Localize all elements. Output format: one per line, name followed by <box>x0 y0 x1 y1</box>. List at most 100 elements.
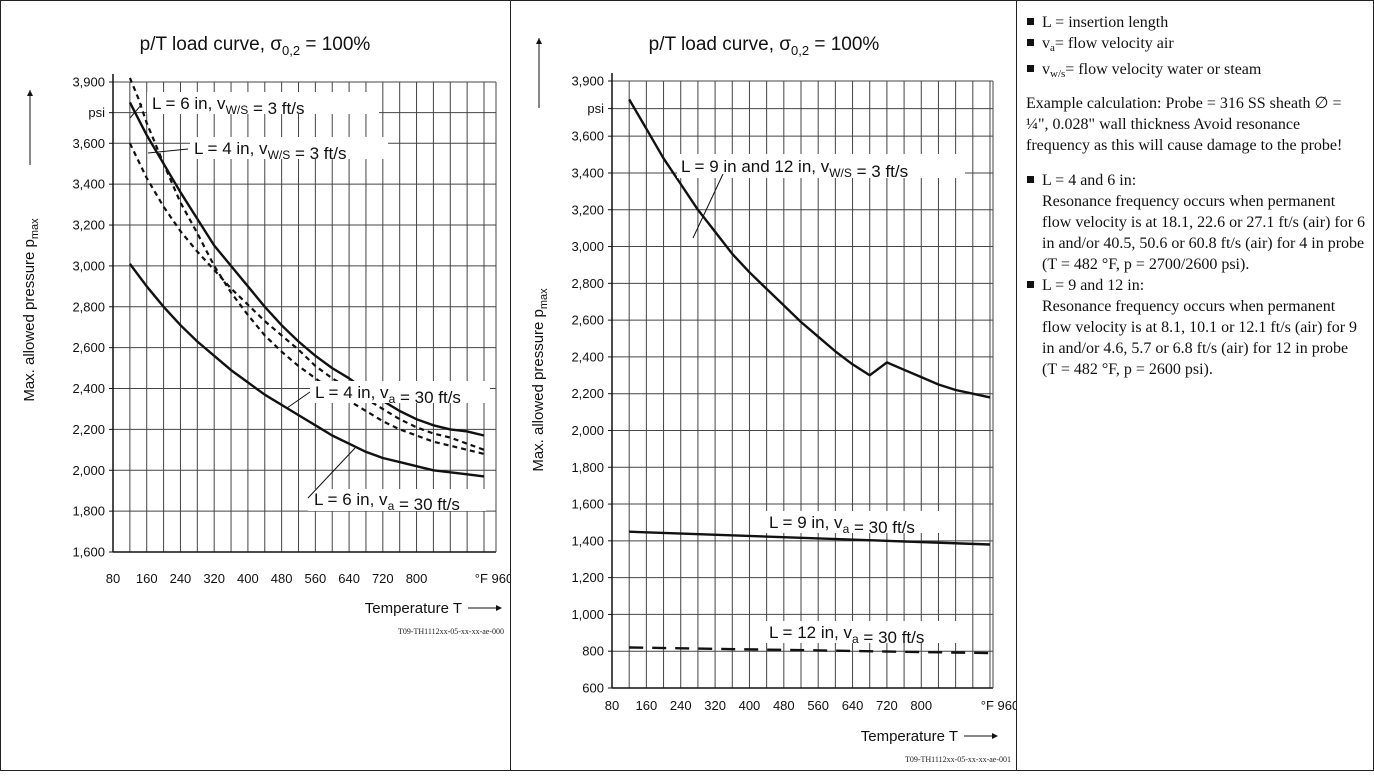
left-annotation-1: L = 6 in, vW/S = 3 ft/s <box>152 94 304 118</box>
mid-annotation-bg <box>677 154 965 178</box>
mid-ytick-label: 600 <box>582 681 604 696</box>
mid-xtick-label: 720 <box>876 698 898 713</box>
left-footnote: T09-TH1112xx-05-xx-xx-ae-000 <box>398 627 504 636</box>
left-ylabel-arrowhead <box>27 90 33 96</box>
case-9-12-body: Resonance frequency occurs when permanen… <box>1042 298 1358 378</box>
left-ytick-label: 3,900 <box>72 75 105 90</box>
mid-ytick-label: 3,600 <box>571 129 604 144</box>
mid-ytick-label: 1,400 <box>571 533 604 548</box>
mid-xtick-label: 560 <box>807 698 829 713</box>
left-annotation-bg <box>147 92 379 114</box>
chart-middle: p/T load curve, σ0,2 = 100% 600 800 1,000 1,… <box>530 34 1019 764</box>
left-ytick-label: psi <box>88 105 105 120</box>
mid-footnote: T09-TH1112xx-05-xx-xx-ae-001 <box>905 755 1011 764</box>
mid-annotation-1: L = 9 in and 12 in, vW/S = 3 ft/s <box>681 157 908 181</box>
left-annotation-4: L = 6 in, va = 30 ft/s <box>314 490 460 514</box>
mid-title: p/T load curve, σ0,2 = 100% <box>649 34 880 58</box>
left-annotation-bg <box>190 137 388 159</box>
mid-ytick-label: 3,000 <box>571 239 604 254</box>
left-xtick-label: °F 960 <box>475 571 510 586</box>
mid-ytick-label: 3,200 <box>571 202 604 217</box>
left-series-4 <box>128 263 485 478</box>
mid-series-2 <box>629 530 991 546</box>
left-ytick-label: 3,000 <box>72 258 105 273</box>
mid-ytick-label: 2,400 <box>571 349 604 364</box>
mid-ytick-label: 1,200 <box>571 570 604 585</box>
left-ytick-label: 2,800 <box>72 299 105 314</box>
left-annotation-leader <box>286 391 311 409</box>
mid-annotation-bg <box>765 511 955 533</box>
mid-annotation-bg <box>765 621 961 643</box>
left-ytick-label: 3,400 <box>72 177 105 192</box>
left-xtick-label: 720 <box>372 571 394 586</box>
left-annotation-leader <box>307 447 356 499</box>
legend-item-length: L = insertion length <box>1026 12 1366 33</box>
legend-length-text: L = insertion length <box>1042 14 1169 31</box>
legend-water-subscript: w/s <box>1050 68 1066 80</box>
notes-panel: L = insertion length va= flow velocity a… <box>1026 12 1366 380</box>
chart-left: p/T load curve, σ0,2 = 100% 1,600 1,800 2,0… <box>21 34 513 636</box>
mid-ytick-label: 3,400 <box>571 165 604 180</box>
left-xtick-label: 560 <box>305 571 327 586</box>
left-ytick-label: 2,200 <box>72 422 105 437</box>
mid-annotation-leader <box>692 173 724 239</box>
mid-ytick-label: 1,800 <box>571 460 604 475</box>
left-series-3 <box>128 142 485 451</box>
mid-xtick-label: 640 <box>842 698 864 713</box>
left-xlabel: Temperature T <box>365 600 462 617</box>
left-ytick-label: 1,600 <box>72 545 105 560</box>
left-annotation-leader <box>147 148 189 154</box>
example-calculation: Example calculation: Probe = 316 SS shea… <box>1026 95 1343 154</box>
left-xtick-label: 640 <box>338 571 360 586</box>
left-title: p/T load curve, σ0,2 = 100% <box>140 34 371 58</box>
left-ylabel: Max. allowed pressure pmax <box>21 218 41 402</box>
left-annotation-2: L = 4 in, vW/S = 3 ft/s <box>194 139 346 163</box>
mid-series-1 <box>628 98 991 399</box>
left-annotation-bg <box>310 381 490 403</box>
legend-item-air: va= flow velocity air <box>1026 33 1366 59</box>
mid-ylabel: Max. allowed pressure pmax <box>530 288 550 472</box>
mid-ytick-label: 1,000 <box>571 607 604 622</box>
left-ytick-label: 1,800 <box>72 504 105 519</box>
left-series-2 <box>128 77 485 455</box>
mid-xtick-label: 320 <box>704 698 726 713</box>
mid-xtick-label: 80 <box>605 698 619 713</box>
legend-air-symbol: v <box>1042 35 1050 52</box>
mid-ytick-label: 2,000 <box>571 423 604 438</box>
mid-ytick-label: 800 <box>582 644 604 659</box>
left-xtick-label: 800 <box>406 571 428 586</box>
mid-xtick-label: 400 <box>739 698 761 713</box>
mid-ytick-label: 2,600 <box>571 313 604 328</box>
left-ytick-label: 2,400 <box>72 381 105 396</box>
case-9-12-head: L = 9 and 12 in: <box>1042 277 1145 294</box>
case-4-6-body: Resonance frequency occurs when permanen… <box>1042 193 1366 273</box>
legend-water-text: = flow velocity water or steam <box>1065 61 1262 78</box>
left-xtick-label: 480 <box>271 571 293 586</box>
legend-air-subscript: a <box>1050 42 1055 54</box>
left-annotation-leader <box>129 103 143 119</box>
mid-ytick-label: 2,800 <box>571 276 604 291</box>
left-xlabel-arrowhead <box>496 605 502 611</box>
left-series-1 <box>128 101 485 437</box>
left-xtick-label: 80 <box>106 571 120 586</box>
mid-xtick-label: 240 <box>670 698 692 713</box>
left-ytick-label: 3,200 <box>72 218 105 233</box>
mid-xtick-label: 160 <box>636 698 658 713</box>
case-4-6-head: L = 4 and 6 in: <box>1042 172 1137 189</box>
legend-air-text: = flow velocity air <box>1054 35 1174 52</box>
mid-ytick-label: 2,200 <box>571 386 604 401</box>
mid-ytick-label: psi <box>587 101 604 116</box>
mid-annotation-3: L = 12 in, va = 30 ft/s <box>769 623 924 647</box>
mid-xlabel: Temperature T <box>861 728 958 745</box>
case-4-6-in: L = 4 and 6 in: Resonance frequency occu… <box>1026 170 1366 275</box>
left-ytick-label: 2,600 <box>72 340 105 355</box>
left-annotation-3: L = 4 in, va = 30 ft/s <box>315 383 461 407</box>
mid-annotation-2: L = 9 in, va = 30 ft/s <box>769 513 915 537</box>
mid-series-3 <box>629 646 991 655</box>
mid-ylabel-arrowhead <box>536 38 542 44</box>
left-xtick-label: 160 <box>136 571 158 586</box>
left-xtick-label: 240 <box>170 571 192 586</box>
legend-item-water: vw/s= flow velocity water or steam <box>1026 59 1366 85</box>
legend-water-symbol: v <box>1042 61 1050 78</box>
left-annotation-bg <box>308 489 486 511</box>
